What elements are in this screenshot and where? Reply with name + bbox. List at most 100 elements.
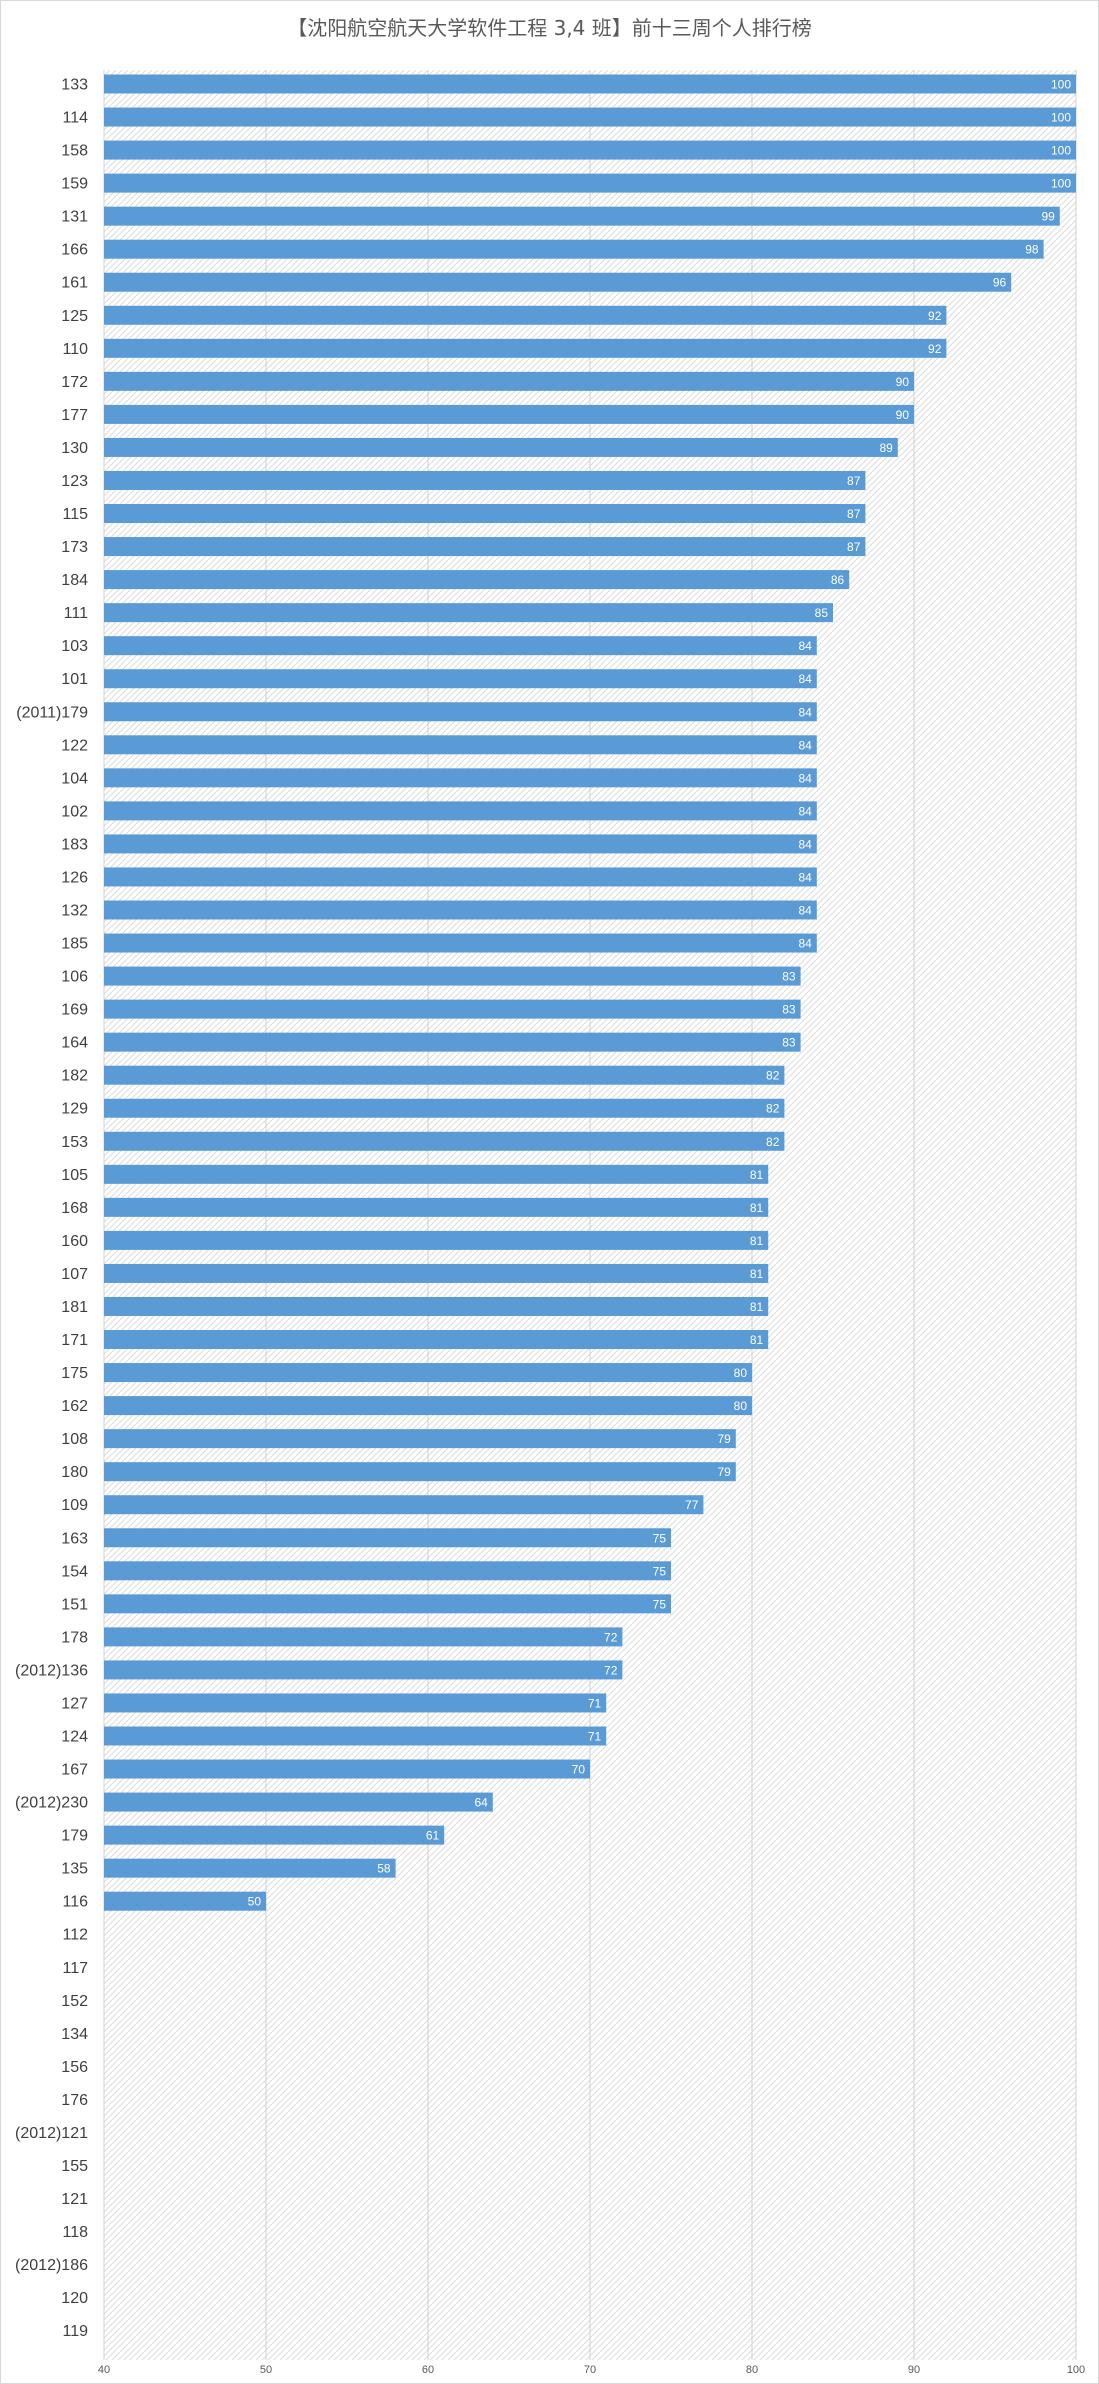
- category-label: 182: [61, 1068, 88, 1085]
- data-label: 87: [847, 507, 861, 521]
- data-label: 80: [734, 1366, 748, 1380]
- category-label: 125: [61, 308, 88, 325]
- category-label: 179: [61, 1828, 88, 1845]
- category-label: 130: [61, 440, 88, 457]
- x-tick-label: 40: [98, 2364, 110, 2376]
- data-label: 72: [604, 1663, 618, 1677]
- data-label: 86: [831, 573, 845, 587]
- chart-title: 【沈阳航空航天大学软件工程 3,4 班】前十三周个人排行榜: [287, 16, 812, 40]
- bar: [104, 1032, 801, 1052]
- bar: [104, 1263, 769, 1283]
- category-label: (2012)186: [15, 2257, 88, 2274]
- bar: [104, 1693, 607, 1713]
- category-label: 152: [61, 1993, 88, 2010]
- category-label: 109: [61, 1497, 88, 1514]
- bar: [104, 1462, 736, 1482]
- bar: [104, 768, 817, 788]
- bar: [104, 272, 1012, 292]
- category-label: 101: [61, 671, 88, 688]
- data-label: 90: [896, 408, 910, 422]
- bar: [104, 470, 866, 490]
- data-label: 100: [1051, 78, 1071, 92]
- data-label: 84: [798, 639, 812, 653]
- x-tick-label: 60: [422, 2364, 434, 2376]
- bar: [104, 801, 817, 821]
- bar: [104, 1825, 445, 1845]
- category-label: 127: [61, 1695, 88, 1712]
- data-label: 81: [750, 1234, 764, 1248]
- x-tick-label: 70: [584, 2364, 596, 2376]
- bar: [104, 702, 817, 722]
- category-label: 166: [61, 242, 88, 259]
- bar: [104, 966, 801, 986]
- data-label: 99: [1041, 210, 1055, 224]
- category-label: 164: [61, 1035, 88, 1052]
- bar: [104, 636, 817, 656]
- category-label: 123: [61, 473, 88, 490]
- bar: [104, 933, 817, 953]
- bar: [104, 1594, 671, 1614]
- data-label: 89: [879, 441, 893, 455]
- data-label: 82: [766, 1135, 780, 1149]
- data-label: 84: [798, 904, 812, 918]
- bar: [104, 1792, 493, 1812]
- data-label: 71: [588, 1730, 602, 1744]
- data-label: 58: [377, 1862, 391, 1876]
- data-label: 81: [750, 1201, 764, 1215]
- category-label: 162: [61, 1398, 88, 1415]
- bar: [104, 570, 850, 590]
- category-label: 180: [61, 1464, 88, 1481]
- data-label: 85: [815, 606, 829, 620]
- category-label: 120: [61, 2290, 88, 2307]
- data-label: 100: [1051, 177, 1071, 191]
- data-label: 83: [782, 1036, 796, 1050]
- category-labels: 133 114 158 159 131 166 161 125 110 172 177 130 123 1…: [15, 77, 88, 2341]
- category-label: 105: [61, 1167, 88, 1184]
- x-tick-label: 50: [260, 2364, 272, 2376]
- data-label: 71: [588, 1696, 602, 1710]
- data-label: 83: [782, 1003, 796, 1017]
- data-label: 87: [847, 474, 861, 488]
- category-label: 102: [61, 803, 88, 820]
- category-label: 169: [61, 1002, 88, 1019]
- data-label: 50: [248, 1895, 262, 1909]
- data-label: 84: [798, 837, 812, 851]
- data-label: 79: [717, 1465, 731, 1479]
- category-label: 155: [61, 2158, 88, 2175]
- category-label: 178: [61, 1629, 88, 1646]
- data-label: 80: [734, 1399, 748, 1413]
- category-label: (2012)121: [15, 2125, 88, 2142]
- bar: [104, 1429, 736, 1449]
- bar: [104, 1495, 704, 1515]
- data-label: 92: [928, 342, 942, 356]
- category-label: 184: [61, 572, 88, 589]
- data-label: 81: [750, 1333, 764, 1347]
- category-label: (2011)179: [16, 704, 88, 721]
- category-label: 103: [61, 638, 88, 655]
- bar: [104, 1065, 785, 1085]
- category-label: 106: [61, 969, 88, 986]
- category-label: 111: [64, 605, 88, 622]
- bar: [104, 735, 817, 755]
- bar: [104, 173, 1076, 193]
- data-label: 84: [798, 705, 812, 719]
- category-label: 185: [61, 936, 88, 953]
- bar: [104, 1396, 752, 1416]
- category-label: 124: [61, 1729, 88, 1746]
- bar: [104, 1627, 623, 1647]
- bar: [104, 867, 817, 887]
- data-label: 75: [653, 1564, 667, 1578]
- data-label: 84: [798, 738, 812, 752]
- category-label: 156: [61, 2059, 88, 2076]
- data-label: 84: [798, 870, 812, 884]
- category-label: 167: [61, 1762, 88, 1779]
- bar: [104, 504, 866, 524]
- bar: [104, 669, 817, 689]
- category-label: 160: [61, 1233, 88, 1250]
- category-label: 177: [61, 407, 88, 424]
- data-label: 84: [798, 937, 812, 951]
- data-label: 96: [993, 276, 1007, 290]
- data-label: 81: [750, 1300, 764, 1314]
- bar: [104, 371, 914, 391]
